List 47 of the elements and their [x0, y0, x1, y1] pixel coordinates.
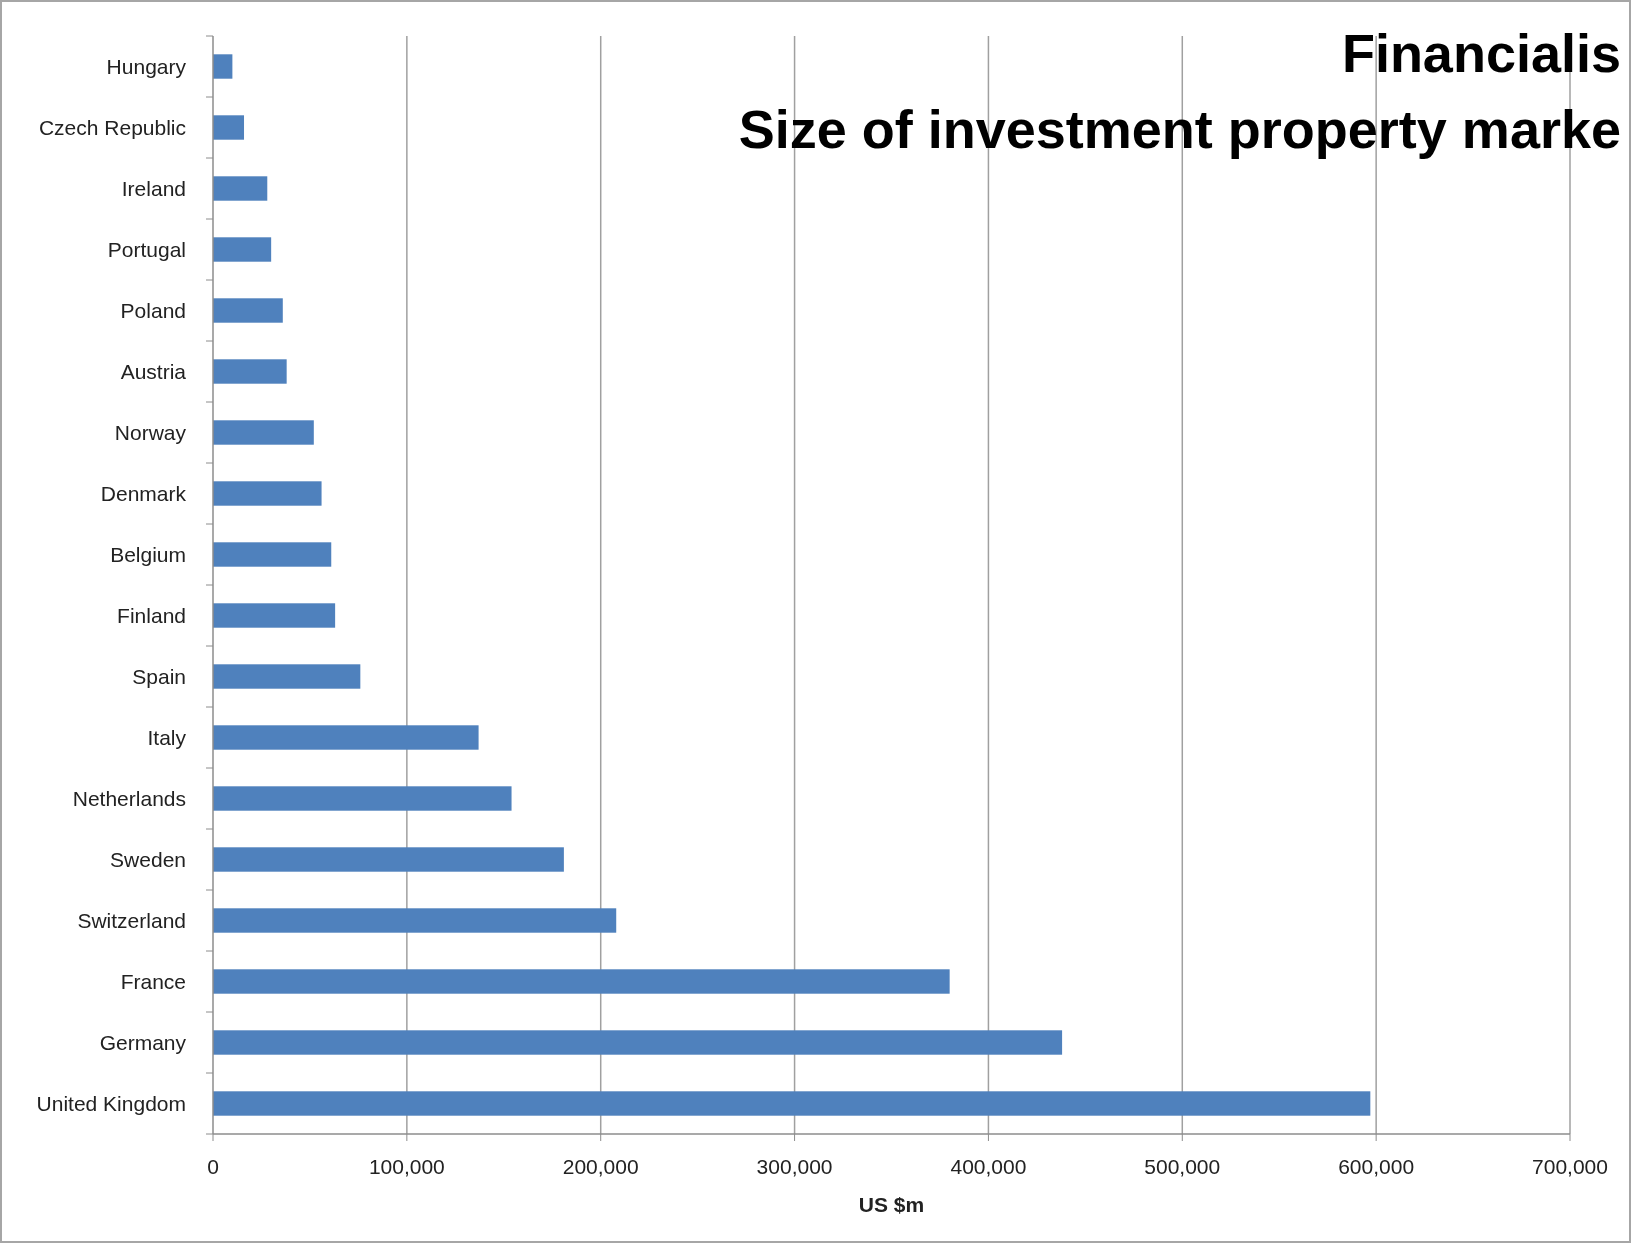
y-tick-label: United Kingdom: [36, 1091, 186, 1115]
y-tick-label: Hungary: [106, 54, 187, 78]
bar: [213, 603, 336, 628]
x-tick-label: 100,000: [368, 1155, 445, 1178]
bar: [213, 786, 512, 811]
y-tick-label: Germany: [99, 1030, 187, 1054]
x-tick-label: 300,000: [756, 1155, 833, 1178]
bar: [213, 1030, 1063, 1055]
y-tick-label: Switzerland: [77, 908, 186, 932]
bar: [213, 359, 287, 384]
x-tick-label: 0: [207, 1155, 219, 1178]
bar: [213, 54, 233, 79]
bar: [213, 969, 950, 994]
bar: [213, 115, 245, 140]
bar: [213, 847, 564, 872]
bar: [213, 664, 361, 689]
bar: [213, 1091, 1371, 1116]
y-tick-label: Norway: [114, 420, 187, 444]
y-tick-label: Italy: [147, 725, 187, 749]
y-tick-label: Spain: [132, 664, 186, 688]
text: Size of investment property marke: [738, 99, 1621, 159]
y-tick-label: Belgium: [110, 542, 186, 566]
bar: [213, 237, 272, 262]
y-tick-label: Austria: [120, 359, 187, 383]
x-tick-label: 600,000: [1338, 1155, 1415, 1178]
bar: [213, 420, 314, 445]
bar: [213, 908, 617, 933]
y-tick-label: Finland: [117, 603, 186, 627]
y-tick-label: Denmark: [100, 481, 187, 505]
chart-title: Financialis: [1341, 23, 1621, 83]
bar: [213, 176, 268, 201]
x-axis-title: US $m: [858, 1193, 925, 1216]
y-tick-label: Czech Republic: [38, 115, 186, 139]
bar: [213, 725, 479, 750]
y-tick-label: Poland: [120, 298, 186, 322]
bar: [213, 542, 332, 567]
y-tick-label: Sweden: [110, 847, 186, 871]
y-tick-label: Netherlands: [72, 786, 186, 810]
x-tick-label: 700,000: [1532, 1155, 1608, 1178]
bar: [213, 481, 322, 506]
y-tick-label: France: [120, 969, 186, 993]
x-tick-label: 400,000: [950, 1155, 1027, 1178]
y-tick-label: Portugal: [107, 237, 186, 261]
bar: [213, 298, 283, 323]
y-tick-label: Ireland: [121, 176, 186, 200]
x-tick-label: 500,000: [1144, 1155, 1221, 1178]
x-tick-label: 200,000: [562, 1155, 639, 1178]
